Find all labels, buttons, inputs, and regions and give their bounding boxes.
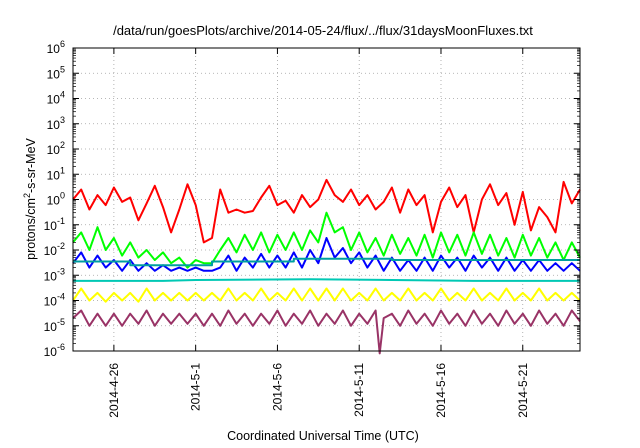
y-tick-labels: 10-610-510-410-310-210-11001011021031041… [44, 39, 65, 359]
x-tick-label: 2014-5-6 [270, 363, 284, 411]
y-axis-label-pre: protons/cm [24, 198, 38, 260]
y-tick-exponent: -2 [57, 241, 65, 251]
y-tick-label: 10-3 [44, 266, 65, 283]
chart-title: /data/run/goesPlots/archive/2014-05-24/f… [113, 23, 533, 38]
y-tick-base: 10 [44, 269, 58, 283]
y-tick-exponent: 0 [60, 191, 65, 201]
y-tick-label: 10-1 [44, 216, 65, 233]
x-axis-label: Coordinated Universal Time (UTC) [227, 429, 419, 443]
y-tick-exponent: -4 [57, 292, 65, 302]
y-tick-exponent: 1 [60, 165, 65, 175]
y-tick-base: 10 [44, 219, 58, 233]
y-tick-label: 100 [47, 191, 65, 208]
x-tick-label: 2014-4-26 [107, 363, 121, 418]
x-tick-label: 2014-5-11 [352, 363, 366, 417]
y-tick-base: 10 [44, 244, 58, 258]
y-tick-base: 10 [44, 320, 58, 334]
y-tick-base: 10 [44, 345, 58, 359]
y-tick-exponent: 4 [60, 90, 65, 100]
y-tick-exponent: -3 [57, 266, 65, 276]
y-tick-label: 106 [47, 39, 65, 56]
series-line-2 [72, 211, 581, 269]
y-tick-base: 10 [47, 42, 61, 56]
y-tick-base: 10 [47, 67, 61, 81]
x-tick-label: 2014-5-16 [434, 363, 448, 418]
y-tick-base: 10 [47, 168, 61, 182]
y-tick-exponent: 6 [60, 39, 65, 49]
y-tick-base: 10 [47, 194, 61, 208]
y-tick-label: 105 [47, 64, 65, 81]
series-group [72, 178, 581, 355]
y-tick-exponent: -6 [57, 342, 65, 352]
y-tick-label: 10-2 [44, 241, 65, 258]
y-tick-label: 102 [47, 140, 65, 157]
y-tick-exponent: 2 [60, 140, 65, 150]
x-tick-label: 2014-5-1 [189, 363, 203, 411]
grid-lines [73, 48, 580, 351]
y-axis-label-sup: 2 [22, 193, 32, 198]
y-tick-label: 104 [47, 90, 65, 107]
x-tick-labels: 2014-4-26 2014-5-1 2014-5-6 2014-5-11 2014-5… [107, 363, 530, 418]
y-tick-label: 10-5 [44, 317, 65, 334]
y-tick-exponent: -5 [57, 317, 65, 327]
y-tick-exponent: -1 [57, 216, 65, 226]
series-line-5 [73, 278, 580, 282]
y-tick-label: 10-6 [44, 342, 65, 359]
series-line-3 [72, 237, 581, 272]
y-tick-base: 10 [47, 118, 61, 132]
series-line-1 [72, 178, 581, 244]
y-tick-base: 10 [47, 143, 61, 157]
y-tick-label: 103 [47, 115, 65, 132]
y-tick-base: 10 [47, 93, 61, 107]
series-line-4 [73, 257, 580, 267]
y-tick-exponent: 5 [60, 64, 65, 74]
axis-ticks [73, 47, 580, 352]
series-line-7 [72, 309, 581, 355]
y-tick-label: 101 [47, 165, 65, 182]
series-line-6 [72, 287, 581, 303]
x-tick-label: 2014-5-21 [516, 363, 530, 418]
y-tick-base: 10 [44, 295, 58, 309]
y-tick-exponent: 3 [60, 115, 65, 125]
y-axis-label-post: -s-sr-MeV [24, 137, 38, 193]
y-tick-label: 10-4 [44, 292, 65, 309]
y-axis-label: protons/cm2-s-sr-MeV [22, 137, 38, 259]
